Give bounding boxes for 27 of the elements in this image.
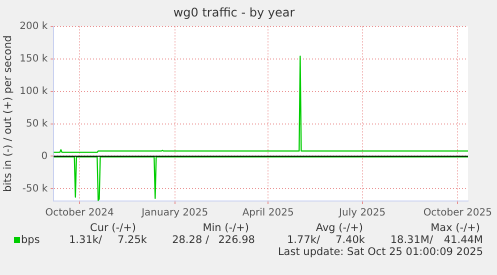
text: Min (-/+)	[202, 222, 249, 234]
y-tick-label: 150 k	[20, 53, 48, 64]
text: 18.31M/	[390, 234, 433, 246]
y-tick-label: 50 k	[26, 118, 48, 130]
text: Cur (-/+)	[90, 222, 136, 234]
text: 1.31k/	[69, 234, 102, 246]
text: 28.28 /	[172, 234, 209, 246]
text: 226.98	[218, 234, 255, 246]
chart-title: wg0 traffic - by year	[173, 5, 295, 20]
y-tick-label: -50 k	[22, 183, 48, 194]
y-tick-label: 100 k	[20, 86, 48, 97]
x-tick-label: January 2025	[140, 208, 208, 219]
text: 7.25k	[118, 234, 147, 246]
text: Max (-/+)	[430, 222, 480, 234]
y-tick-label: 200 k	[20, 20, 48, 32]
x-tick-label: July 2025	[338, 208, 386, 219]
x-tick-label: October 2025	[423, 208, 492, 219]
text: 41.44M	[444, 234, 483, 246]
x-tick-label: April 2025	[242, 208, 294, 219]
x-tick-label: October 2024	[45, 208, 114, 219]
y-tick-label: 0	[41, 150, 48, 162]
text: 7.40k	[336, 234, 365, 246]
text: Last update: Sat Oct 25 01:00:09 2025	[278, 246, 483, 258]
legend-label: bps	[20, 234, 40, 246]
text: Avg (-/+)	[316, 222, 363, 234]
y-axis-title: bits in (-) / out (+) per second	[2, 35, 14, 192]
text: 1.77k/	[287, 234, 320, 246]
